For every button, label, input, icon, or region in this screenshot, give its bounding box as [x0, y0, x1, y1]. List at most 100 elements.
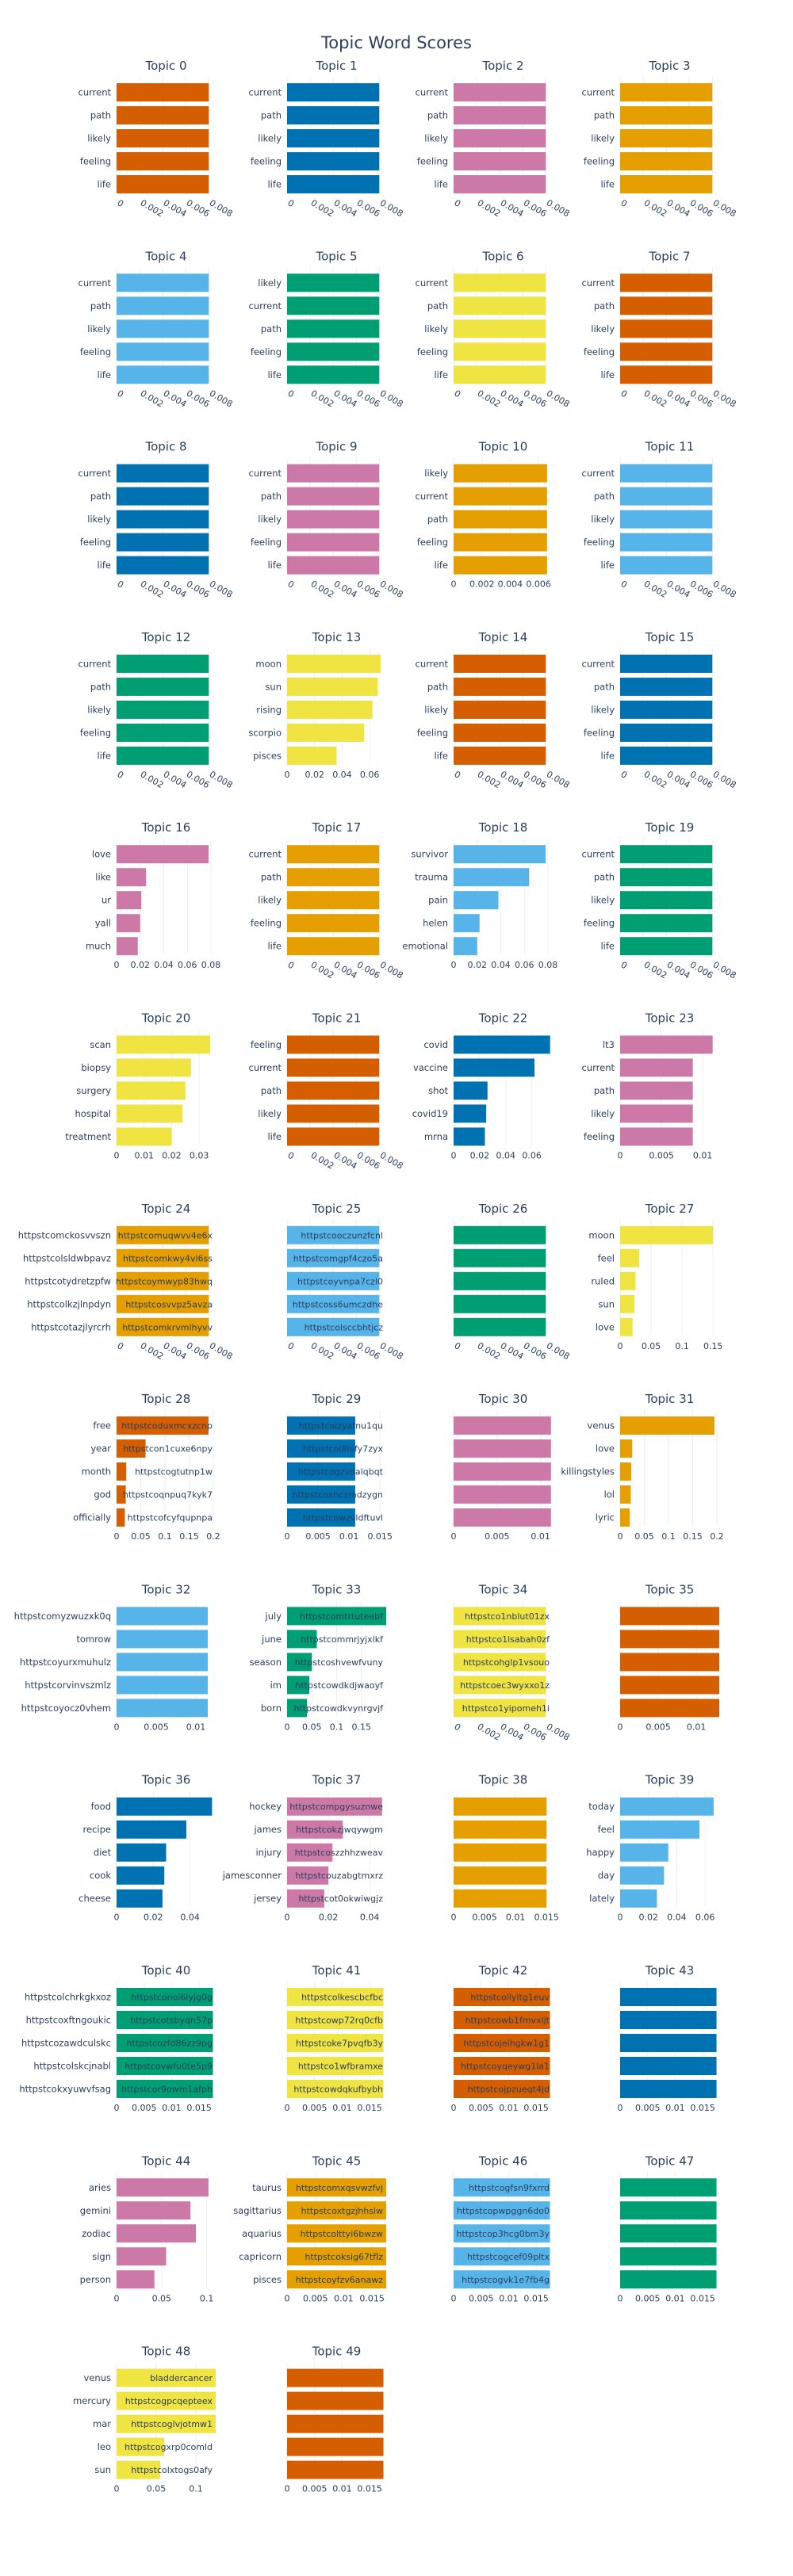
y-tick-label: likely	[591, 1108, 615, 1119]
x-tick-label: 0.006	[185, 769, 212, 790]
x-tick-label: 0.006	[355, 388, 382, 410]
bar	[454, 1843, 547, 1862]
y-tick-label: pisces	[253, 2274, 282, 2285]
x-tick-label: 0.01	[332, 2484, 352, 2494]
subplot-title: Topic 42	[478, 1963, 528, 1978]
x-tick-label: 0	[286, 960, 297, 972]
x-tick-label: 0.002	[139, 769, 166, 790]
x-tick-label: 0	[114, 960, 120, 970]
x-tick-label: 0	[116, 388, 126, 400]
bar	[620, 2034, 717, 2052]
bar	[117, 1866, 165, 1885]
bar	[454, 1225, 546, 1244]
x-tick-label: 0.005	[302, 2484, 328, 2494]
bar	[287, 914, 380, 933]
x-tick-label: 0.02	[305, 770, 324, 780]
y-tick-label: surgery	[76, 1085, 111, 1096]
x-tick-label: 0	[619, 960, 630, 972]
subplot-title: Topic 39	[645, 1773, 695, 1787]
bar	[117, 1294, 209, 1313]
bar	[454, 891, 499, 910]
bar	[287, 365, 380, 384]
subplot-topic-47: Topic 47 0 0.005 0.01 0.015	[618, 2154, 717, 2303]
y-tick-label: likely	[591, 514, 615, 525]
y-tick-label: june	[261, 1634, 282, 1645]
y-tick-label: likely	[591, 895, 615, 906]
y-tick-label: feeling	[584, 537, 615, 548]
y-tick-label: gemini	[80, 2205, 111, 2216]
x-tick-label: 0.002	[309, 197, 336, 219]
bar	[117, 654, 209, 673]
subplot-title: Topic 41	[312, 1963, 362, 1978]
x-tick-label: 0.15	[703, 1341, 723, 1351]
subplot-topic-32: Topic 32 0 0.005 0.01 httpstcomyzwuzxk0q tomr…	[14, 1582, 208, 1732]
x-tick-label: 0.006	[185, 388, 212, 410]
bar	[117, 2034, 213, 2052]
x-tick-label: 0.008	[711, 388, 738, 410]
x-tick-label: 0.006	[185, 1340, 212, 1362]
bar	[620, 2224, 717, 2243]
y-tick-label: life	[434, 369, 448, 380]
overlap-tick-label: httpstcojpzueqt4jd	[468, 2085, 550, 2095]
x-tick-label: 0	[618, 1722, 623, 1732]
y-tick-label: moon	[588, 1229, 615, 1240]
x-tick-label: 0	[453, 388, 463, 400]
bar	[117, 2414, 216, 2433]
x-tick-label: 0.002	[476, 197, 503, 219]
chart-title: Topic Word Scores	[321, 33, 472, 52]
bar	[287, 1416, 355, 1435]
x-tick-label: 0.008	[711, 579, 738, 600]
x-tick-label: 0.02	[131, 960, 151, 970]
y-tick-label: path	[261, 110, 282, 121]
bar	[117, 2270, 155, 2289]
bar	[454, 2057, 550, 2075]
bar	[117, 723, 209, 742]
bar	[117, 2178, 209, 2197]
bar	[287, 2437, 384, 2456]
overlap-tick-label: httpstcogpcqepteex	[125, 2396, 213, 2406]
bar	[454, 2034, 550, 2052]
bar	[117, 175, 209, 193]
y-tick-label: current	[249, 87, 282, 98]
bar	[454, 1820, 547, 1839]
y-tick-label: feeling	[80, 346, 111, 357]
bar	[287, 175, 380, 193]
x-tick-label: 0	[285, 770, 290, 780]
x-tick-label: 0.006	[355, 197, 382, 219]
bar	[287, 1485, 355, 1504]
y-tick-label: httpstcolskcjnabl	[33, 2061, 111, 2072]
bar	[117, 556, 209, 575]
bar	[287, 937, 380, 956]
x-tick-label: 0	[114, 2103, 120, 2113]
bar	[117, 1104, 183, 1123]
overlap-tick-label: httpstco1nblut01zx	[465, 1611, 550, 1622]
bar	[620, 487, 713, 506]
bar	[454, 1866, 547, 1885]
bar	[287, 510, 380, 529]
overlap-tick-label: httpstco1lsabah0zf	[466, 1634, 550, 1645]
bar	[620, 1248, 640, 1267]
y-tick-label: life	[600, 369, 615, 380]
bar	[620, 2178, 717, 2197]
y-tick-label: tomrow	[76, 1634, 111, 1645]
x-tick-label: 0.004	[162, 197, 189, 219]
bar	[117, 152, 209, 170]
bar	[620, 1439, 633, 1458]
bar	[620, 1653, 719, 1672]
bar	[454, 365, 546, 384]
x-tick-label: 0.01	[134, 1151, 154, 1161]
x-tick-label: 0.15	[352, 1722, 372, 1732]
overlap-tick-label: httpstcoec3wyxxo1z	[460, 1680, 550, 1691]
bar	[287, 1797, 382, 1816]
x-tick-label: 0.02	[319, 1913, 339, 1923]
bar	[287, 152, 380, 170]
y-tick-label: trauma	[415, 872, 448, 883]
x-tick-label: 0.1	[675, 1341, 689, 1351]
x-tick-label: 0.08	[538, 960, 558, 970]
bar	[287, 868, 380, 887]
x-tick-label: 0.008	[545, 1722, 572, 1743]
bar	[454, 723, 546, 742]
x-tick-label: 0.015	[690, 2293, 715, 2303]
